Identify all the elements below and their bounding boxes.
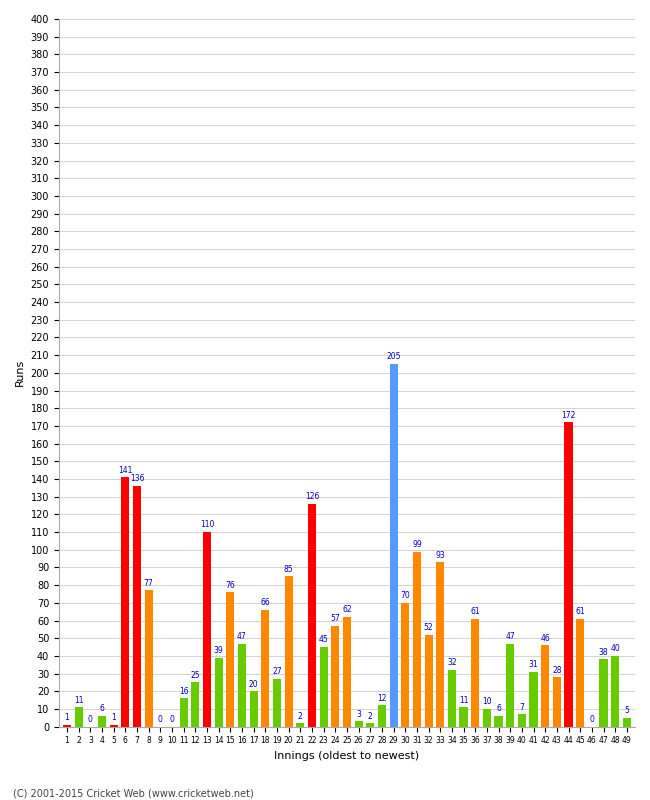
- Text: 62: 62: [342, 606, 352, 614]
- Bar: [366, 723, 374, 726]
- Text: 57: 57: [330, 614, 340, 623]
- Text: 25: 25: [190, 671, 200, 680]
- Text: 61: 61: [471, 607, 480, 616]
- Bar: [471, 618, 479, 726]
- Text: 3: 3: [356, 710, 361, 718]
- Bar: [623, 718, 631, 726]
- Bar: [541, 646, 549, 726]
- Bar: [495, 716, 502, 726]
- Bar: [308, 504, 316, 726]
- Text: 11: 11: [74, 696, 83, 705]
- Text: 61: 61: [575, 607, 585, 616]
- Text: 12: 12: [377, 694, 387, 703]
- Text: 2: 2: [298, 711, 303, 721]
- Bar: [518, 714, 526, 726]
- Text: 93: 93: [436, 550, 445, 559]
- Text: 0: 0: [158, 715, 162, 724]
- Text: 2: 2: [368, 711, 372, 721]
- Text: 16: 16: [179, 686, 188, 696]
- Bar: [122, 478, 129, 726]
- Text: 0: 0: [590, 715, 594, 724]
- Bar: [552, 677, 561, 726]
- Bar: [144, 590, 153, 726]
- Text: 47: 47: [237, 632, 247, 641]
- Text: 27: 27: [272, 667, 282, 676]
- Text: 76: 76: [226, 581, 235, 590]
- Bar: [133, 486, 141, 726]
- Text: 136: 136: [130, 474, 144, 483]
- Text: 38: 38: [599, 648, 608, 657]
- Bar: [401, 603, 410, 726]
- Bar: [483, 709, 491, 726]
- Text: 20: 20: [249, 680, 259, 689]
- Text: 172: 172: [562, 410, 576, 420]
- Bar: [599, 659, 608, 726]
- X-axis label: Innings (oldest to newest): Innings (oldest to newest): [274, 751, 419, 761]
- Text: 7: 7: [519, 702, 525, 712]
- Bar: [530, 672, 538, 726]
- Text: 0: 0: [88, 715, 93, 724]
- Bar: [413, 551, 421, 726]
- Text: 32: 32: [447, 658, 457, 667]
- Text: 28: 28: [552, 666, 562, 674]
- Text: 77: 77: [144, 579, 153, 588]
- Bar: [460, 707, 467, 726]
- Text: 40: 40: [610, 644, 620, 654]
- Text: 6: 6: [99, 705, 105, 714]
- Text: 10: 10: [482, 698, 491, 706]
- Bar: [448, 670, 456, 726]
- Bar: [273, 679, 281, 726]
- Bar: [506, 643, 514, 726]
- Bar: [343, 617, 351, 726]
- Text: 70: 70: [400, 591, 410, 600]
- Bar: [226, 592, 235, 726]
- Bar: [332, 626, 339, 726]
- Text: 110: 110: [200, 521, 214, 530]
- Text: 39: 39: [214, 646, 224, 655]
- Bar: [576, 618, 584, 726]
- Text: 0: 0: [170, 715, 174, 724]
- Text: (C) 2001-2015 Cricket Web (www.cricketweb.net): (C) 2001-2015 Cricket Web (www.cricketwe…: [13, 788, 254, 798]
- Text: 1: 1: [111, 714, 116, 722]
- Text: 11: 11: [459, 696, 468, 705]
- Bar: [250, 691, 258, 726]
- Bar: [389, 364, 398, 726]
- Text: 126: 126: [305, 492, 319, 501]
- Text: 205: 205: [386, 352, 401, 362]
- Bar: [296, 723, 304, 726]
- Text: 46: 46: [540, 634, 550, 642]
- Bar: [424, 634, 433, 726]
- Bar: [238, 643, 246, 726]
- Text: 47: 47: [505, 632, 515, 641]
- Bar: [203, 532, 211, 726]
- Bar: [436, 562, 445, 726]
- Bar: [320, 647, 328, 726]
- Text: 52: 52: [424, 623, 434, 632]
- Text: 1: 1: [65, 714, 70, 722]
- Text: 31: 31: [528, 660, 538, 670]
- Bar: [191, 682, 200, 726]
- Bar: [354, 722, 363, 726]
- Bar: [179, 698, 188, 726]
- Bar: [110, 725, 118, 726]
- Bar: [611, 656, 619, 726]
- Bar: [378, 706, 386, 726]
- Text: 45: 45: [318, 635, 328, 645]
- Text: 85: 85: [284, 565, 293, 574]
- Bar: [564, 422, 573, 726]
- Bar: [261, 610, 269, 726]
- Text: 6: 6: [496, 705, 501, 714]
- Text: 5: 5: [625, 706, 629, 715]
- Bar: [63, 725, 71, 726]
- Text: 66: 66: [261, 598, 270, 607]
- Text: 141: 141: [118, 466, 133, 474]
- Y-axis label: Runs: Runs: [15, 359, 25, 386]
- Bar: [98, 716, 106, 726]
- Bar: [285, 576, 292, 726]
- Text: 99: 99: [412, 540, 422, 549]
- Bar: [214, 658, 223, 726]
- Bar: [75, 707, 83, 726]
